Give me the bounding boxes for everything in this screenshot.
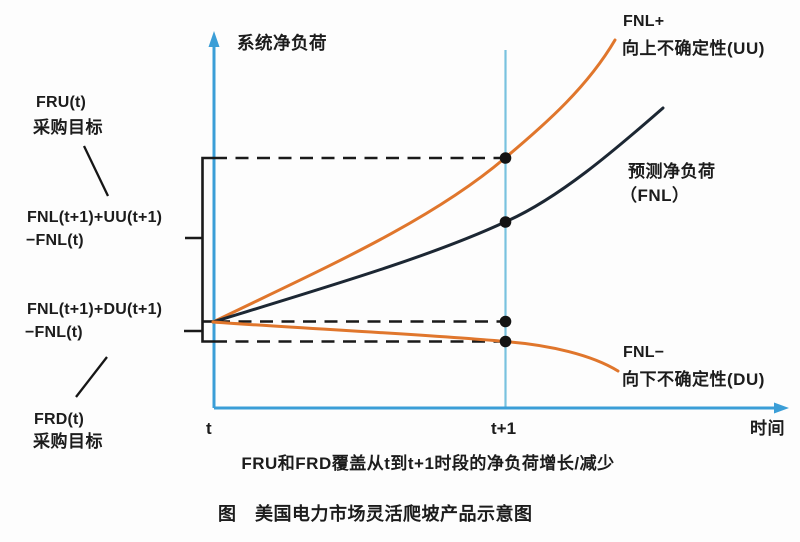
pointer-line-fru xyxy=(82,145,110,197)
label-fnl-minus: FNL− xyxy=(623,344,664,361)
dot-fnl-t1 xyxy=(499,216,512,228)
figure-title: 图 美国电力市场灵活爬坡产品示意图 xyxy=(218,503,533,524)
curve-fnl-plus xyxy=(211,38,617,324)
x-tick-t: t xyxy=(206,419,212,438)
label-fnl-plus: FNL+ xyxy=(623,13,664,30)
label-upward-uncertainty: 向上不确定性(UU) xyxy=(622,38,765,58)
y-axis-label: 系统净负荷 xyxy=(237,33,327,53)
label-fru-target: 采购目标 xyxy=(32,117,103,137)
pointer-line-frd xyxy=(75,356,108,398)
x-axis-arrowhead-icon xyxy=(774,402,789,414)
figure-caption: FRU和FRD覆盖从t到t+1时段的净负荷增长/减少 xyxy=(241,453,614,473)
label-frd-formula-line2: −FNL(t) xyxy=(25,324,83,341)
curve-fnl-minus xyxy=(211,320,620,373)
label-forecast-net-load: 预测净负荷 xyxy=(628,161,716,181)
label-frd-formula-line1: FNL(t+1)+DU(t+1) xyxy=(27,301,162,318)
y-axis-arrowhead-icon xyxy=(208,31,220,47)
curve-fnl-forecast xyxy=(211,106,665,324)
label-fru-formula-line2: −FNL(t) xyxy=(26,232,84,249)
dot-fnl-minus-t1 xyxy=(499,335,512,348)
x-axis-label: 时间 xyxy=(750,418,785,438)
label-frd-t: FRD(t) xyxy=(34,411,84,428)
label-fru-t: FRU(t) xyxy=(36,94,86,111)
dot-origin-level-t1 xyxy=(499,315,512,328)
label-downward-uncertainty: 向下不确定性(DU) xyxy=(622,369,765,389)
label-frd-target: 采购目标 xyxy=(32,431,103,451)
bracket-spine xyxy=(201,156,214,343)
label-fru-formula-line1: FNL(t+1)+UU(t+1) xyxy=(27,209,162,226)
x-tick-t-plus-1: t+1 xyxy=(491,419,516,438)
dot-fnl-plus-t1 xyxy=(499,152,512,164)
label-fnl-abbrev: （FNL） xyxy=(620,185,690,205)
